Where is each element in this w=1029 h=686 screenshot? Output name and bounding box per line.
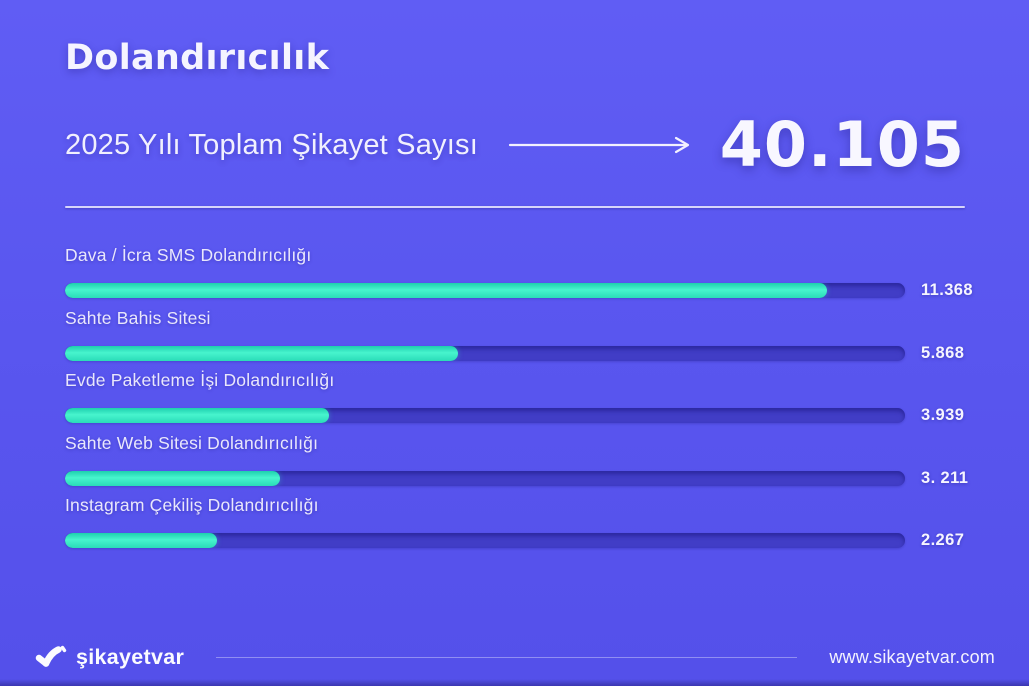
bar-value: 2.267 [921,531,965,549]
bar-row: Sahte Web Sitesi Dolandırıcılığı 3. 211 [65,430,969,493]
bar-label: Sahte Web Sitesi Dolandırıcılığı [65,432,319,453]
bar-line: 3.939 [65,406,965,425]
bar-row: Evde Paketleme İşi Dolandırıcılığı 3.939 [65,367,965,430]
website-url: www.sikayetvar.com [829,646,995,667]
bottom-edge-shadow [0,679,1029,686]
bar-line: 5.868 [65,344,965,363]
footer: şikayetvar www.sikayetvar.com [35,637,995,677]
page-title: Dolandırıcılık [65,38,330,78]
bar-fill [65,283,827,298]
bar-track [65,470,905,486]
bar-value: 3. 211 [921,468,969,487]
bar-row: Instagram Çekiliş Dolandırıcılığı 2.267 [65,492,965,555]
bar-track [65,533,905,548]
bar-row: Dava / İcra SMS Dolandırıcılığı 11.368 [65,242,973,305]
bar-fill [65,533,217,548]
brand-logo: şikayetvar [35,645,184,670]
bar-label: Instagram Çekiliş Dolandırıcılığı [65,495,319,515]
chart-subtitle: 2025 Yılı Toplam Şikayet Sayısı [65,128,478,161]
bar-fill [65,470,281,486]
bar-label: Dava / İcra SMS Dolandırıcılığı [65,245,312,265]
bar-row: Sahte Bahis Sitesi 5.868 [65,305,965,368]
bar-value: 11.368 [921,281,973,299]
brand-name: şikayetvar [76,644,185,669]
total-complaints-value: 40.105 [719,108,965,181]
subtitle-row: 2025 Yılı Toplam Şikayet Sayısı 40.105 [65,112,965,178]
bar-fill [65,345,459,361]
bar-fill [65,408,329,423]
bar-line: 3. 211 [65,468,969,488]
checkmark-icon [35,645,67,667]
bar-value: 3.939 [921,406,965,424]
bar-track [65,408,905,423]
arrow-right-icon [508,136,690,154]
bar-label: Evde Paketleme İşi Dolandırıcılığı [65,370,335,390]
bar-track [65,345,905,361]
footer-divider [216,656,798,658]
bar-chart: Dava / İcra SMS Dolandırıcılığı 11.368 S… [65,242,973,555]
bar-track [65,283,905,298]
bar-label: Sahte Bahis Sitesi [65,307,211,328]
bar-line: 2.267 [65,531,965,550]
header-divider [65,206,965,208]
bar-line: 11.368 [65,281,973,300]
bar-value: 5.868 [921,343,965,362]
